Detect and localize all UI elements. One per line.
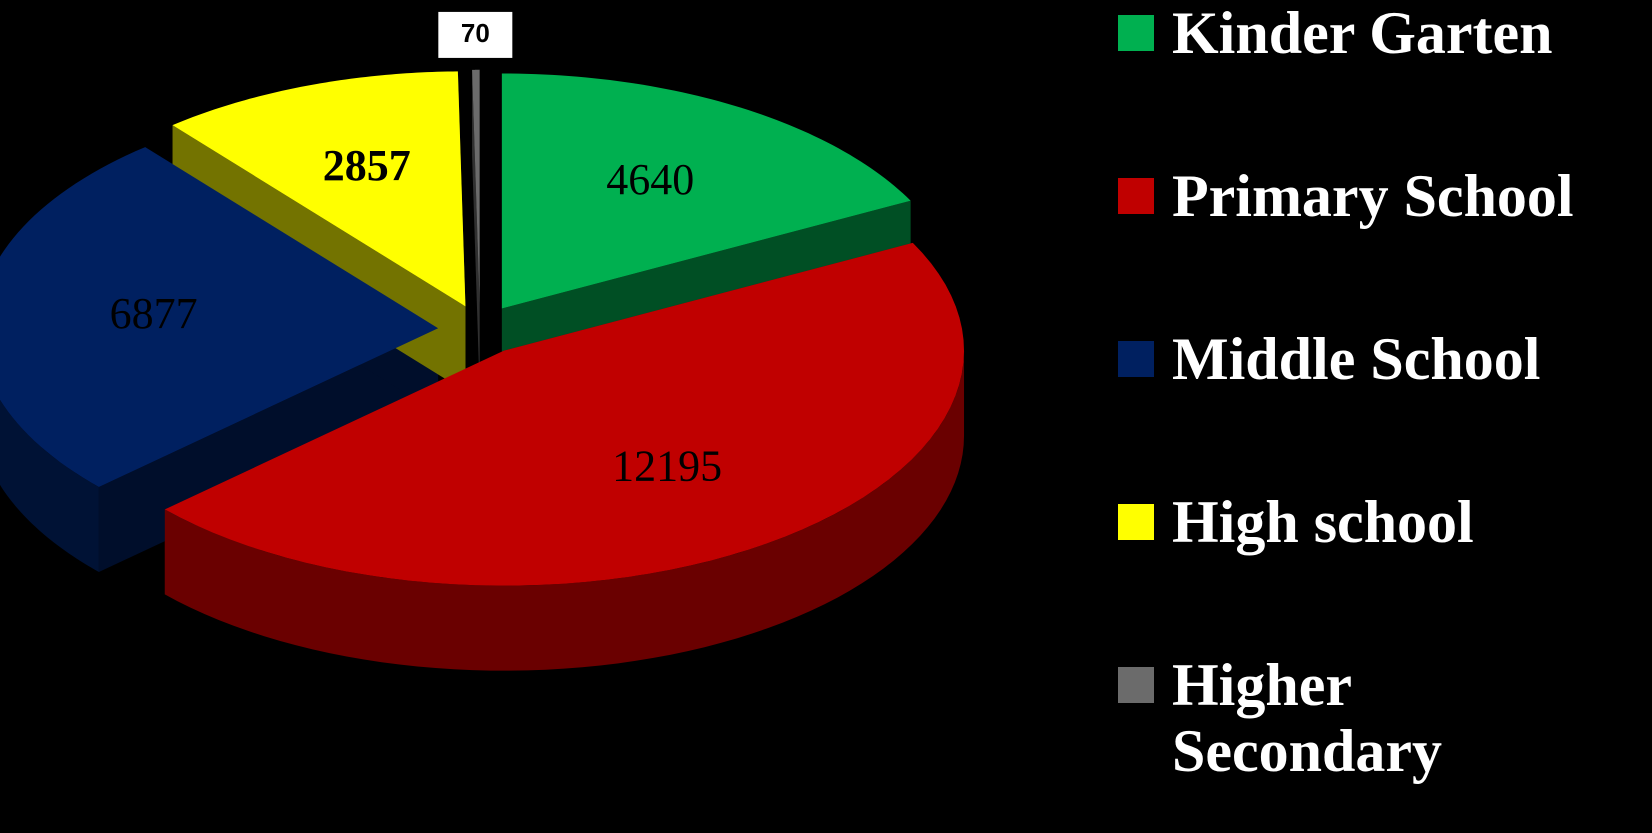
data-label: 4640 bbox=[606, 155, 694, 204]
legend-swatch bbox=[1118, 178, 1154, 214]
legend-label: Primary School bbox=[1172, 163, 1574, 229]
slice bbox=[472, 69, 480, 305]
legend-label: High school bbox=[1172, 489, 1474, 555]
slice-tops bbox=[0, 69, 965, 586]
label-box bbox=[438, 11, 513, 58]
slice bbox=[164, 242, 965, 586]
legend-swatch bbox=[1118, 341, 1154, 377]
data-label: 12195 bbox=[612, 441, 722, 490]
legend-item: Middle School bbox=[1118, 326, 1612, 392]
data-label: 70 bbox=[461, 18, 490, 48]
legend-label: Middle School bbox=[1172, 326, 1541, 392]
legend-item: Kinder Garten bbox=[1118, 0, 1612, 66]
data-label: 6877 bbox=[110, 289, 198, 338]
slice-side bbox=[0, 399, 99, 572]
legend-swatch bbox=[1118, 504, 1154, 540]
pie-chart: 4640 12195 6877 2857 70 bbox=[0, 11, 965, 671]
legend-swatch bbox=[1118, 15, 1154, 51]
slice-side bbox=[164, 350, 965, 671]
legend-swatch bbox=[1118, 667, 1154, 703]
legend-label: Higher Secondary bbox=[1172, 652, 1442, 784]
legend-item: Primary School bbox=[1118, 163, 1612, 229]
data-label: 2857 bbox=[323, 141, 411, 190]
slice bbox=[501, 73, 911, 309]
slice bbox=[0, 147, 439, 487]
slice bbox=[172, 71, 466, 307]
slice-side bbox=[472, 69, 480, 390]
legend-label: Kinder Garten bbox=[1172, 0, 1553, 66]
legend-item: High school bbox=[1118, 489, 1612, 555]
legend-item: Higher Secondary bbox=[1118, 652, 1612, 784]
